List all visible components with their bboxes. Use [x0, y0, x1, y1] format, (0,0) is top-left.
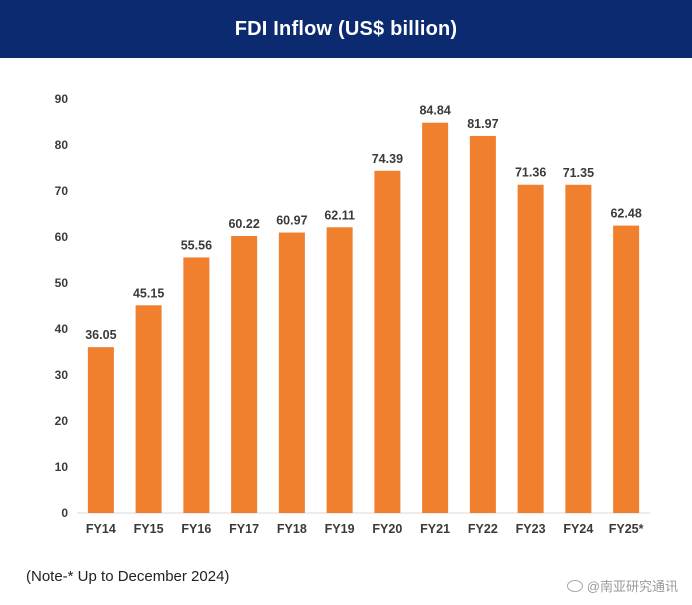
bar	[135, 305, 162, 513]
data-label: 36.05	[85, 328, 116, 342]
x-tick-label: FY19	[325, 522, 355, 536]
data-label: 84.84	[419, 104, 450, 118]
chart-title-bar: FDI Inflow (US$ billion)	[0, 0, 692, 58]
x-tick-label: FY20	[372, 522, 402, 536]
data-label: 71.35	[563, 166, 594, 180]
y-tick-label: 70	[55, 184, 69, 198]
x-tick-label: FY25*	[609, 522, 644, 536]
y-tick-label: 60	[55, 230, 69, 244]
y-tick-label: 50	[55, 276, 69, 290]
x-tick-label: FY21	[420, 522, 450, 536]
y-tick-label: 90	[55, 92, 69, 106]
bar	[183, 257, 210, 513]
bar	[517, 184, 544, 513]
bar	[469, 135, 496, 514]
x-tick-label: FY17	[229, 522, 259, 536]
data-label: 60.22	[228, 217, 259, 231]
y-tick-label: 0	[61, 506, 68, 520]
chart-title: FDI Inflow (US$ billion)	[234, 17, 458, 40]
x-tick-label: FY24	[563, 522, 593, 536]
y-tick-label: 30	[55, 368, 69, 382]
bar	[87, 347, 114, 513]
bar	[422, 122, 449, 514]
data-label: 74.39	[372, 152, 403, 166]
data-label: 45.15	[133, 286, 164, 300]
x-tick-label: FY16	[181, 522, 211, 536]
x-tick-label: FY18	[277, 522, 307, 536]
x-tick-label: FY15	[134, 522, 164, 536]
data-label: 62.48	[610, 207, 641, 221]
data-label: 60.97	[276, 214, 307, 228]
y-tick-label: 20	[55, 414, 69, 428]
x-tick-label: FY23	[516, 522, 546, 536]
y-tick-label: 80	[55, 138, 69, 152]
watermark: @南亚研究通讯	[566, 576, 678, 595]
data-label: 81.97	[467, 117, 498, 131]
bar	[374, 170, 401, 513]
weibo-icon	[566, 579, 583, 592]
bar	[278, 232, 305, 513]
data-label: 71.36	[515, 166, 546, 180]
y-tick-label: 40	[55, 322, 69, 336]
bar	[326, 227, 353, 513]
bar	[613, 225, 640, 514]
data-label: 62.11	[324, 208, 355, 222]
x-tick-label: FY14	[86, 522, 116, 536]
x-tick-label: FY22	[468, 522, 498, 536]
bar-chart: 0 10 20 30 40 50 60 70 80 90 36.05 FY14 45.15 FY15 55.…	[55, 92, 650, 536]
bar	[231, 235, 258, 513]
footnote: (Note-* Up to December 2024)	[26, 568, 230, 585]
watermark-text: @南亚研究通讯	[586, 579, 678, 594]
y-tick-label: 10	[55, 460, 69, 474]
data-label: 55.56	[181, 238, 212, 252]
bar	[565, 184, 592, 513]
